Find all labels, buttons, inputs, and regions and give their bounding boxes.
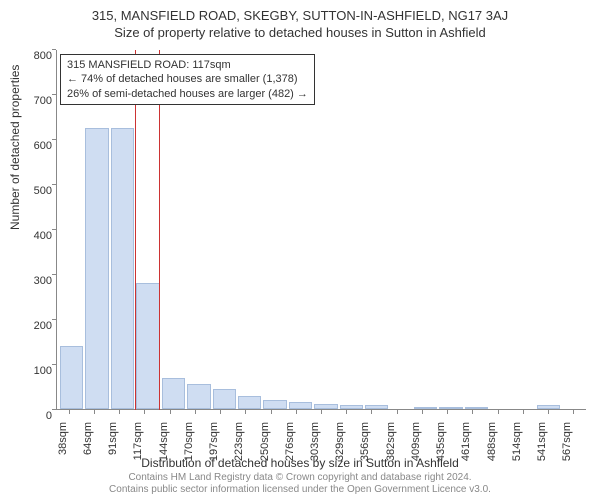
bar bbox=[136, 283, 159, 409]
x-tick-mark bbox=[447, 410, 448, 414]
bar bbox=[365, 405, 388, 409]
bar bbox=[238, 396, 261, 410]
y-tick-mark bbox=[52, 184, 56, 185]
bar bbox=[314, 404, 337, 409]
y-tick-mark bbox=[52, 319, 56, 320]
bar bbox=[537, 405, 560, 410]
bar bbox=[465, 407, 488, 409]
y-tick-mark bbox=[52, 409, 56, 410]
x-tick-mark bbox=[472, 410, 473, 414]
title-main: 315, MANSFIELD ROAD, SKEGBY, SUTTON-IN-A… bbox=[0, 0, 600, 23]
footer-line2: Contains public sector information licen… bbox=[0, 484, 600, 496]
y-tick-mark bbox=[52, 49, 56, 50]
footer-attribution: Contains HM Land Registry data © Crown c… bbox=[0, 472, 600, 496]
y-tick-label: 500 bbox=[12, 185, 52, 197]
y-tick-mark bbox=[52, 274, 56, 275]
bar bbox=[289, 402, 312, 409]
x-axis-label: Distribution of detached houses by size … bbox=[0, 456, 600, 470]
title-sub: Size of property relative to detached ho… bbox=[0, 23, 600, 40]
x-tick-mark bbox=[69, 410, 70, 414]
annotation-line3: 26% of semi-detached houses are larger (… bbox=[67, 87, 308, 101]
y-tick-label: 200 bbox=[12, 320, 52, 332]
x-tick-mark bbox=[371, 410, 372, 414]
y-tick-mark bbox=[52, 229, 56, 230]
annotation-box: 315 MANSFIELD ROAD: 117sqm ← 74% of deta… bbox=[60, 54, 315, 105]
x-tick-mark bbox=[170, 410, 171, 414]
bar bbox=[213, 389, 236, 409]
x-tick-mark bbox=[144, 410, 145, 414]
x-tick-mark bbox=[245, 410, 246, 414]
x-tick-mark bbox=[296, 410, 297, 414]
bar bbox=[111, 128, 134, 409]
bar bbox=[263, 400, 286, 409]
x-tick-mark bbox=[195, 410, 196, 414]
x-tick-label: 64sqm bbox=[82, 422, 94, 455]
x-tick-mark bbox=[271, 410, 272, 414]
y-tick-mark bbox=[52, 139, 56, 140]
x-tick-label: 38sqm bbox=[57, 422, 69, 455]
bar bbox=[187, 384, 210, 409]
bar bbox=[414, 407, 437, 409]
y-tick-label: 800 bbox=[12, 50, 52, 62]
x-tick-mark bbox=[119, 410, 120, 414]
bar bbox=[340, 405, 363, 410]
footer-line1: Contains HM Land Registry data © Crown c… bbox=[0, 472, 600, 484]
x-tick-mark bbox=[397, 410, 398, 414]
annotation-line2: ← 74% of detached houses are smaller (1,… bbox=[67, 72, 308, 86]
x-tick-mark bbox=[94, 410, 95, 414]
y-tick-label: 700 bbox=[12, 95, 52, 107]
y-tick-label: 0 bbox=[12, 410, 52, 422]
y-tick-mark bbox=[52, 94, 56, 95]
bar bbox=[439, 407, 462, 409]
x-tick-label: 117sqm bbox=[132, 422, 144, 460]
y-tick-label: 400 bbox=[12, 230, 52, 242]
annotation-line1: 315 MANSFIELD ROAD: 117sqm bbox=[67, 58, 308, 72]
bar bbox=[85, 128, 108, 409]
bar bbox=[60, 346, 83, 409]
x-tick-mark bbox=[523, 410, 524, 414]
x-tick-mark bbox=[346, 410, 347, 414]
x-tick-mark bbox=[548, 410, 549, 414]
x-tick-mark bbox=[321, 410, 322, 414]
bar bbox=[162, 378, 185, 410]
x-tick-mark bbox=[422, 410, 423, 414]
y-tick-mark bbox=[52, 364, 56, 365]
x-tick-label: 91sqm bbox=[107, 422, 119, 455]
y-tick-label: 100 bbox=[12, 365, 52, 377]
y-tick-label: 600 bbox=[12, 140, 52, 152]
x-tick-mark bbox=[573, 410, 574, 414]
y-tick-label: 300 bbox=[12, 275, 52, 287]
x-tick-mark bbox=[220, 410, 221, 414]
x-tick-mark bbox=[498, 410, 499, 414]
